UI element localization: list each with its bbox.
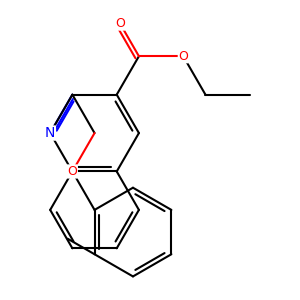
Text: O: O xyxy=(178,50,188,63)
Text: O: O xyxy=(68,165,77,178)
Text: O: O xyxy=(115,17,125,30)
Text: N: N xyxy=(45,126,56,140)
